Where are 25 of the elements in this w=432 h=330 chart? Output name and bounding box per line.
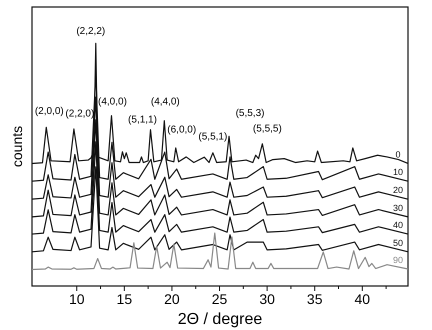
annotation: (6,0,0)	[167, 124, 196, 136]
annotation: (5,5,3)	[236, 108, 264, 119]
annotation: (4,0,0)	[98, 96, 127, 108]
annotation: (4,4,0)	[150, 96, 180, 108]
x-tick-label: 25	[212, 291, 228, 307]
series-label: 20	[392, 185, 404, 196]
series-label: 30	[392, 202, 404, 213]
x-tick-label: 40	[354, 291, 370, 307]
series-label: 40	[392, 220, 404, 230]
series-label: 10	[392, 167, 404, 178]
annotation: (2,2,2)	[76, 26, 106, 38]
x-tick-label: 35	[306, 291, 323, 307]
series-label: 90	[392, 255, 404, 266]
x-tick-label: 15	[116, 291, 132, 307]
x-tick-label: 10	[68, 291, 85, 307]
y-axis-title: counts	[9, 126, 25, 168]
annotation: (5,5,5)	[252, 123, 282, 134]
annotation: (5,1,1)	[128, 114, 157, 126]
series-label: 0	[395, 149, 401, 160]
x-tick-label: 30	[259, 291, 276, 307]
annotation: (2,0,0)	[34, 106, 64, 117]
x-tick-label: 20	[164, 291, 180, 307]
series-label: 50	[392, 238, 404, 248]
x-axis-title: 2Θ / degree	[178, 311, 262, 328]
annotation: (5,5,1)	[198, 131, 228, 142]
